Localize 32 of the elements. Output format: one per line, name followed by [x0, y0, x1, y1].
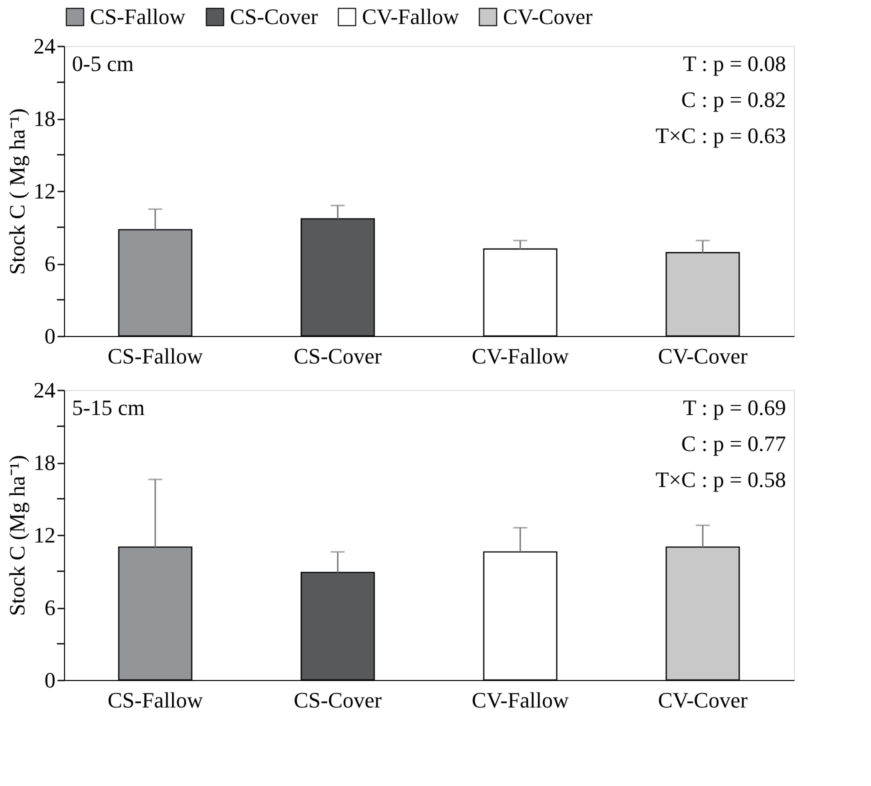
annotation: C : p = 0.77 [681, 431, 786, 456]
legend-label: CS-Cover [230, 4, 319, 29]
y-tick-label: 12 [34, 522, 56, 548]
y-tick-label: 12 [34, 178, 56, 204]
annotation: T×C : p = 0.58 [655, 467, 786, 492]
legend-label: CV-Cover [503, 4, 594, 29]
x-tick-label: CS-Fallow [108, 344, 204, 368]
x-tick-label: CV-Cover [658, 344, 748, 368]
y-axis-title: Stock C (Mg ha⁻¹) [4, 455, 30, 616]
y-tick-label: 0 [44, 668, 56, 692]
annotation: T : p = 0.69 [682, 395, 786, 420]
y-tick-label: 24 [34, 378, 56, 402]
x-tick-label: CS-Cover [294, 344, 382, 368]
x-tick-label: CV-Fallow [472, 344, 569, 368]
annotation: T : p = 0.08 [682, 51, 786, 76]
annotation: 5-15 cm [72, 395, 145, 420]
x-tick-label: CS-Fallow [108, 688, 204, 712]
y-tick-label: 6 [44, 251, 56, 276]
y-tick-label: 24 [34, 34, 56, 58]
x-tick-label: CS-Cover [294, 688, 382, 712]
y-tick-label: 0 [44, 324, 56, 348]
x-tick-label: CV-Fallow [472, 688, 569, 712]
annotation: 0-5 cm [72, 51, 134, 76]
x-tick-label: CV-Cover [658, 688, 748, 712]
legend-label: CV-Fallow [362, 4, 460, 29]
y-tick-label: 6 [44, 595, 56, 620]
y-tick-label: 18 [34, 450, 56, 475]
annotation: T×C : p = 0.63 [655, 123, 786, 148]
y-tick-label: 18 [34, 106, 56, 131]
legend-label: CS-Fallow [90, 4, 186, 29]
y-axis-title: Stock C ( Mg ha⁻¹) [4, 108, 30, 275]
annotation: C : p = 0.82 [681, 87, 786, 112]
